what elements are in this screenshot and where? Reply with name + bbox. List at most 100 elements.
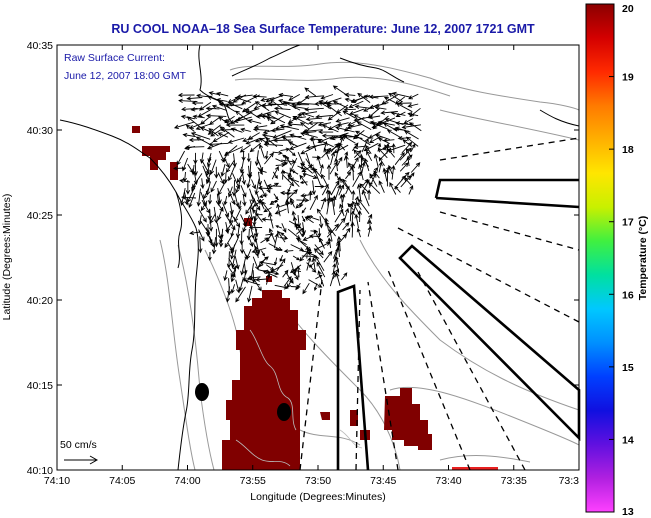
current-vector [342,135,356,144]
current-vector [190,132,211,140]
current-vector [323,147,330,160]
current-vector [246,248,252,260]
current-vector [205,172,211,185]
current-vector [190,107,204,112]
current-vector [408,122,422,132]
figure-title: RU COOL NOAA–18 Sea Surface Temperature:… [111,22,535,36]
current-vector [334,208,344,223]
current-vector [320,197,327,210]
current-vector [225,122,245,128]
current-vector [295,101,317,106]
current-vector [274,247,283,251]
colorbar-tick-label: 15 [622,362,634,374]
current-vector [262,270,278,278]
current-vector [304,94,324,100]
current-vector [235,223,241,239]
y-tick-label: 40:30 [27,125,53,137]
current-vector [367,225,372,237]
current-vector [288,141,299,148]
current-vector [205,165,210,177]
dashed-radial-line [367,281,399,471]
current-vector [307,252,317,257]
current-vector [391,91,411,98]
current-vector [330,179,340,196]
sst-patches [132,126,498,470]
current-vector [176,150,185,166]
current-vector [300,131,318,138]
current-vector [350,221,355,238]
current-vector [247,285,253,303]
current-vector [195,123,211,130]
current-vector [329,270,336,287]
current-vector [263,179,271,194]
current-vector [369,173,378,187]
current-vector [287,174,300,188]
current-vector [251,179,257,190]
y-axis-ticks: 40:35 40:30 40:25 40:20 40:15 40:10 [27,40,579,477]
current-vector [335,143,341,159]
current-vector [381,145,395,151]
current-vector [210,129,222,137]
bathymetry-contour [299,429,361,446]
current-vector [316,155,321,167]
current-vector [301,215,306,223]
current-vector [260,97,275,102]
current-vector [217,207,223,221]
current-vector [239,242,245,254]
current-vector [248,225,263,230]
dashed-radial-line [439,211,580,251]
current-vector [403,177,412,186]
legend-line-1: Raw Surface Current: [64,52,165,64]
current-vector [353,116,371,122]
current-vector [285,199,290,214]
current-vector [217,132,229,138]
current-vector [225,286,231,303]
current-vector [390,111,406,116]
current-vector [313,283,318,292]
current-vector [351,190,356,201]
current-vector [277,230,286,243]
current-vector [272,171,278,180]
sst-patch [132,126,140,133]
colorbar-gradient [585,3,615,513]
current-vector [207,194,213,205]
current-vector [225,159,235,173]
current-vector [281,162,289,166]
current-vector [247,118,262,124]
current-vector [291,170,299,175]
current-vector [344,155,349,168]
current-vector [326,196,332,215]
current-vector [299,248,311,262]
current-vector [230,284,236,294]
current-vector [274,208,287,215]
coastline-segment [177,227,199,471]
current-vector [266,113,286,124]
current-vector [363,157,370,172]
current-vector [365,144,372,154]
current-vector [299,174,308,186]
current-vector [334,184,342,200]
current-vector [354,104,373,109]
current-vector [224,157,230,169]
current-vector [184,191,189,206]
current-vector [252,256,260,271]
current-vector [359,153,364,167]
current-vector [261,133,275,138]
current-vector [209,213,216,224]
solid-zone-outline [336,284,370,471]
current-vector [269,99,284,110]
dashed-radial-line [439,137,580,161]
coastline-segment [231,44,301,77]
current-vector [227,186,233,198]
legend-line-2: June 12, 2007 18:00 GMT [64,70,187,82]
current-vector [321,133,342,138]
current-vector [237,200,242,210]
bathymetry-contour [439,455,531,463]
current-vector [233,116,252,124]
current-vector [216,222,223,240]
y-tick-label: 40:25 [27,210,53,222]
current-vector [317,270,325,287]
colorbar-tick-label: 14 [622,434,634,446]
current-vector [403,130,419,140]
current-vector [235,177,242,194]
